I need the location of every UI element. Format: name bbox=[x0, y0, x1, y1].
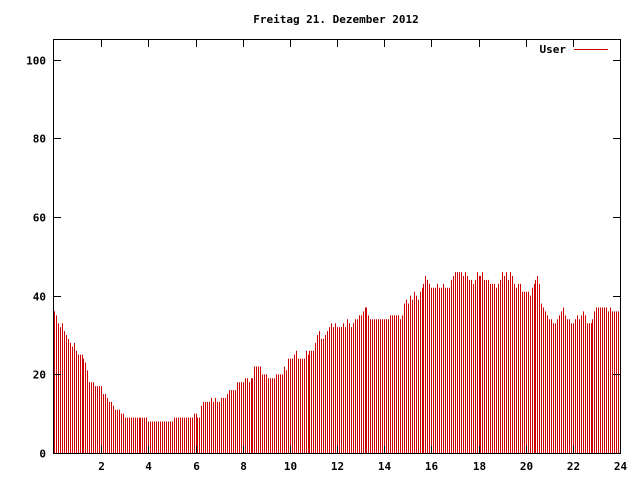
x-tick-label: 2 bbox=[98, 460, 105, 473]
chart-title: Freitag 21. Dezember 2012 bbox=[253, 13, 419, 26]
y-tick-label: 100 bbox=[26, 55, 46, 68]
x-tick-label: 14 bbox=[378, 460, 392, 473]
plot-frame bbox=[53, 39, 621, 454]
x-tick-label: 12 bbox=[331, 460, 344, 473]
x-tick-label: 22 bbox=[567, 460, 580, 473]
x-tick-label: 16 bbox=[425, 460, 439, 473]
x-tick-label: 4 bbox=[145, 460, 152, 473]
y-axis: 0 20 40 60 80 100 bbox=[26, 55, 620, 461]
legend-label: User bbox=[540, 43, 567, 56]
x-tick-label: 20 bbox=[520, 460, 533, 473]
y-tick-label: 60 bbox=[33, 212, 46, 225]
x-tick-label: 8 bbox=[240, 460, 247, 473]
x-tick-label: 6 bbox=[193, 460, 200, 473]
x-tick-label: 10 bbox=[284, 460, 297, 473]
y-tick-label: 20 bbox=[33, 369, 46, 382]
y-tick-label: 80 bbox=[33, 133, 46, 146]
x-tick-label: 18 bbox=[473, 460, 486, 473]
y-tick-label: 0 bbox=[39, 448, 46, 461]
legend: User bbox=[540, 43, 608, 56]
bar-series-user bbox=[54, 272, 621, 453]
x-tick-label: 24 bbox=[614, 460, 628, 473]
x-axis: 2 4 6 8 10 12 14 16 18 20 22 24 bbox=[98, 40, 627, 473]
y-tick-label: 40 bbox=[33, 291, 46, 304]
